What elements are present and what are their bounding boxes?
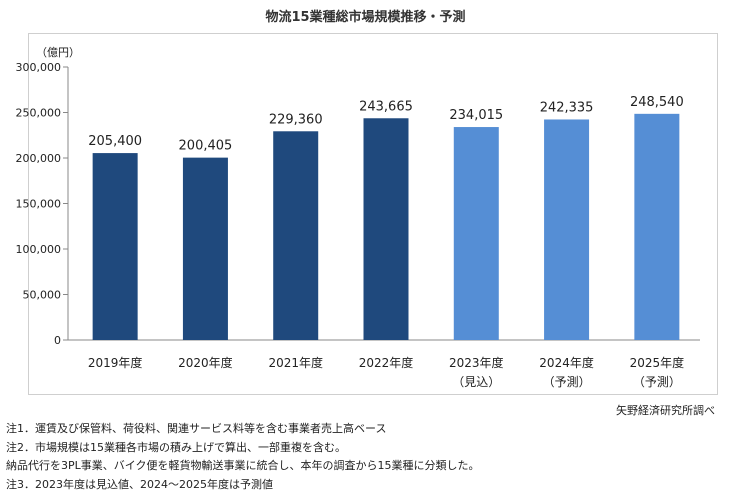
bar-value-label: 243,665 xyxy=(359,99,413,114)
y-tick-label: 250,000 xyxy=(16,107,62,120)
source-credit: 矢野経済研究所調べ xyxy=(616,404,715,417)
x-tick-sublabel: （予測） xyxy=(633,375,681,389)
x-tick-label: 2021年度 xyxy=(268,355,323,370)
x-tick-label: 2019年度 xyxy=(88,355,143,370)
y-tick-label: 100,000 xyxy=(16,243,62,256)
bar-5 xyxy=(453,127,499,340)
y-axis-unit: （億円） xyxy=(36,46,80,59)
y-tick-label: 50,000 xyxy=(23,289,62,302)
bar-7 xyxy=(634,113,680,340)
bar-value-label: 242,335 xyxy=(540,100,594,115)
y-tick-label: 0 xyxy=(54,334,61,347)
bar-value-label: 200,405 xyxy=(179,139,233,154)
x-tick-label: 2024年度 xyxy=(539,355,594,370)
bar-2 xyxy=(182,157,228,340)
bar-value-label: 234,015 xyxy=(449,108,503,123)
chart-title: 物流15業種総市場規模推移・予測 xyxy=(265,10,466,25)
y-tick-label: 150,000 xyxy=(16,198,62,211)
y-tick-label: 200,000 xyxy=(16,152,62,165)
footnote-2-continued: 納品代行を3PL事業、バイク便を軽貨物輸送事業に統合し、本年の調査から15業種に… xyxy=(6,459,480,472)
x-tick-label: 2023年度 xyxy=(449,355,504,370)
bar-chart: （億円） 0 50,000 100,000 150,000 200,000 250,000 3… xyxy=(16,46,700,389)
footnote-3: 注3．2023年度は見込値、2024～2025年度は予測値 xyxy=(6,477,273,491)
bar-value-label: 248,540 xyxy=(630,95,684,110)
footnote-2: 注2．市場規模は15業種各市場の積み上げで算出、一部重複を含む。 xyxy=(6,440,346,454)
footnote-1: 注1．運賃及び保管料、荷役料、関連サービス料等を含む事業者売上高ベース xyxy=(6,422,387,435)
bar-value-label: 229,360 xyxy=(269,112,323,127)
bar-3 xyxy=(273,131,319,340)
bar-1 xyxy=(92,153,138,340)
footnotes: 注1．運賃及び保管料、荷役料、関連サービス料等を含む事業者売上高ベース 注2．市… xyxy=(6,420,480,494)
bar-4 xyxy=(363,118,409,340)
bar-value-label: 205,400 xyxy=(88,134,142,149)
y-tick-label: 300,000 xyxy=(16,61,62,74)
x-tick-label: 2020年度 xyxy=(178,355,233,370)
x-tick-label: 2022年度 xyxy=(359,355,414,370)
x-tick-sublabel: （予測） xyxy=(543,375,591,389)
bar-6 xyxy=(544,119,590,340)
x-tick-sublabel: （見込） xyxy=(452,375,500,389)
x-tick-label: 2025年度 xyxy=(630,355,685,370)
chart-frame xyxy=(28,33,718,395)
